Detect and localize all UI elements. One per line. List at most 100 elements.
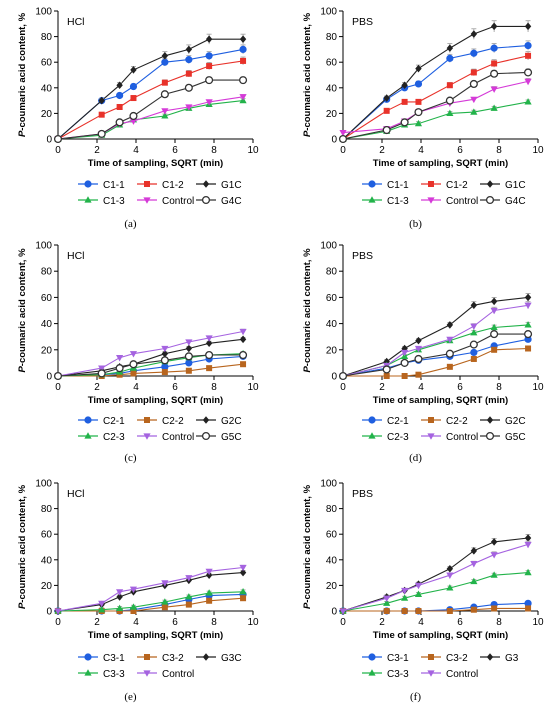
x-tick-label: 6 — [457, 145, 463, 156]
legend-marker — [427, 197, 435, 204]
y-axis-title-italic: P — [17, 130, 28, 137]
legend-marker — [368, 669, 376, 676]
data-point — [116, 81, 123, 90]
y-tick-label: 40 — [41, 319, 53, 330]
data-point — [239, 564, 247, 572]
data-point — [524, 98, 532, 105]
y-tick-label: 80 — [41, 267, 53, 278]
legend-marker — [486, 180, 494, 188]
data-point — [205, 339, 213, 348]
data-point — [239, 76, 248, 85]
data-point — [446, 44, 454, 52]
data-point — [401, 594, 409, 601]
data-point — [490, 571, 498, 578]
x-tick-label: 2 — [379, 145, 385, 156]
x-tick-label: 2 — [94, 145, 100, 156]
data-point — [130, 370, 137, 377]
data-point — [239, 35, 247, 43]
data-point — [205, 589, 213, 596]
legend-marker — [84, 432, 92, 439]
data-point — [129, 118, 138, 125]
data-point — [382, 125, 391, 135]
y-tick-label: 80 — [41, 32, 53, 43]
legend-label: C3-3 — [103, 669, 125, 680]
legend-label: C1-2 — [162, 180, 184, 191]
y-tick-label: 60 — [41, 530, 53, 541]
chart-panel: 0 20 40 60 80 100 0 2 4 6 8 10 Time of sampling, SQR… — [302, 241, 544, 465]
series-line — [342, 304, 529, 377]
data-point — [415, 336, 422, 345]
y-axis-title-rest: -coumaric acid content, % — [17, 248, 28, 366]
data-point — [116, 589, 124, 596]
data-point — [446, 109, 454, 116]
data-point — [161, 598, 169, 605]
y-tick-label: 0 — [331, 607, 337, 618]
y-axis-title: P-coumaric acid content, % — [302, 248, 313, 373]
legend-label: C3-1 — [103, 653, 125, 664]
legend-label: C1-2 — [446, 180, 468, 191]
legend-label: C1-1 — [103, 180, 125, 191]
x-tick-label: 4 — [418, 382, 424, 393]
data-point — [383, 599, 391, 606]
legend-marker — [202, 653, 210, 661]
data-point — [239, 350, 248, 360]
x-tick-label: 10 — [532, 382, 544, 393]
y-tick-label: 20 — [41, 109, 53, 120]
series-line — [343, 602, 529, 612]
legend-label: C1-1 — [387, 180, 409, 191]
data-point — [446, 54, 454, 62]
data-point — [116, 371, 123, 378]
x-tick-label: 4 — [418, 617, 424, 628]
y-tick-label: 60 — [326, 530, 338, 541]
y-tick-label: 80 — [326, 32, 338, 43]
data-point — [524, 541, 532, 549]
x-tick-label: 8 — [496, 382, 502, 393]
data-point — [446, 584, 454, 591]
data-point — [129, 360, 138, 369]
data-point — [129, 111, 138, 121]
data-point — [206, 365, 213, 372]
series-line — [57, 79, 244, 140]
data-point — [491, 605, 498, 612]
data-point — [339, 130, 347, 137]
data-point — [446, 336, 454, 344]
y-axis-title-rest: -coumaric acid content, % — [302, 484, 313, 602]
data-point — [115, 364, 124, 373]
data-point — [470, 49, 478, 57]
legend-marker — [143, 197, 151, 204]
data-point — [470, 301, 478, 310]
data-point — [185, 56, 193, 64]
data-point — [205, 35, 213, 43]
medium-label: PBS — [352, 250, 373, 262]
data-point — [524, 568, 532, 576]
x-tick-label: 10 — [247, 145, 259, 156]
legend-label: C1-3 — [387, 196, 409, 207]
data-point — [130, 95, 137, 102]
legend-marker — [428, 654, 434, 660]
data-point — [524, 534, 532, 542]
data-point — [524, 22, 532, 31]
y-tick-label: 100 — [320, 479, 337, 490]
legend-marker — [486, 416, 494, 424]
data-point — [470, 577, 478, 585]
data-point — [115, 118, 124, 127]
data-point — [98, 365, 106, 372]
y-tick-label: 60 — [326, 293, 338, 304]
x-tick-label: 2 — [94, 382, 100, 393]
data-point — [490, 330, 499, 339]
data-point — [524, 293, 532, 302]
data-point — [401, 587, 409, 595]
data-point — [240, 361, 247, 368]
data-point — [129, 82, 138, 91]
data-point — [116, 593, 123, 601]
data-point — [470, 108, 478, 115]
data-point — [161, 604, 168, 611]
data-point — [383, 94, 390, 102]
data-point — [161, 345, 169, 353]
series-line — [342, 572, 529, 612]
legend-marker — [143, 670, 151, 677]
x-tick-label: 4 — [133, 145, 139, 156]
data-point — [205, 76, 214, 85]
series-line — [342, 296, 529, 377]
x-tick-label: 10 — [532, 145, 544, 156]
